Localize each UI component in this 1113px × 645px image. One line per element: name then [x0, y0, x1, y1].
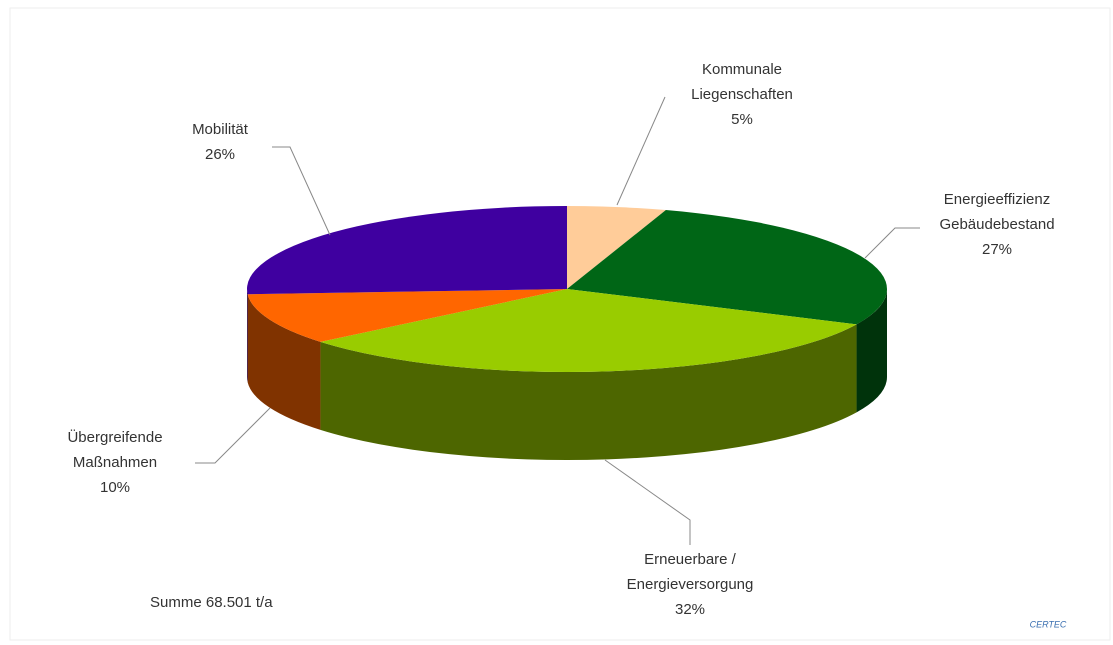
slice-side — [320, 324, 857, 461]
slice-label: Energieeffizienz — [944, 191, 1050, 208]
slice — [320, 289, 857, 373]
slice-side — [247, 294, 321, 430]
frame — [9, 7, 1111, 641]
top-faces — [247, 206, 887, 373]
value-label: 27% — [982, 241, 1012, 258]
slice — [247, 289, 567, 342]
slice-label: Übergreifende — [67, 428, 162, 446]
slice-side — [247, 289, 248, 383]
slice-label: Erneuerbare / — [644, 551, 737, 568]
value-label: 10% — [100, 479, 130, 496]
logo: CERTEC — [1030, 619, 1067, 629]
slice — [247, 206, 567, 295]
slice-label: Gebäudebestand — [939, 216, 1054, 233]
slice-side — [856, 289, 888, 413]
leader-line — [195, 407, 271, 464]
leader-line — [604, 459, 691, 545]
value-label: 26% — [205, 146, 235, 163]
slice — [567, 210, 887, 325]
slice-label: Mobilität — [192, 121, 249, 138]
leader-line — [272, 146, 331, 236]
leader-line — [616, 96, 666, 206]
leader-line — [864, 227, 920, 259]
slice-label: Maßnahmen — [73, 454, 157, 471]
value-label: 5% — [731, 111, 753, 128]
slice-label: Kommunale — [702, 61, 782, 78]
slice-label: Liegenschaften — [691, 86, 793, 103]
annotation: Summe 68.501 t/a — [150, 594, 273, 611]
slice-label: Energieversorgung — [627, 576, 754, 593]
value-label: 32% — [675, 601, 705, 618]
side-faces — [247, 289, 888, 461]
slice — [567, 206, 666, 289]
